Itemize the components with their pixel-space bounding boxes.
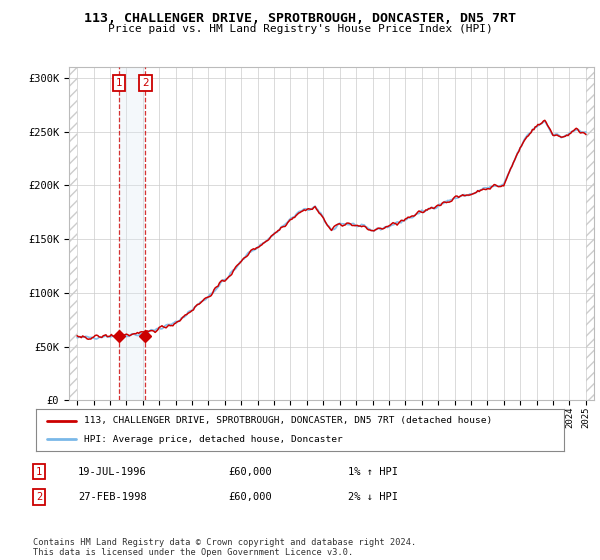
Text: 27-FEB-1998: 27-FEB-1998 xyxy=(78,492,147,502)
Text: 1% ↑ HPI: 1% ↑ HPI xyxy=(348,466,398,477)
Text: 2: 2 xyxy=(142,78,149,88)
Text: 19-JUL-1996: 19-JUL-1996 xyxy=(78,466,147,477)
Bar xyxy=(586,67,594,400)
Text: 113, CHALLENGER DRIVE, SPROTBROUGH, DONCASTER, DN5 7RT: 113, CHALLENGER DRIVE, SPROTBROUGH, DONC… xyxy=(84,12,516,25)
Text: 1: 1 xyxy=(116,78,122,88)
Text: Price paid vs. HM Land Registry's House Price Index (HPI): Price paid vs. HM Land Registry's House … xyxy=(107,24,493,34)
Text: 113, CHALLENGER DRIVE, SPROTBROUGH, DONCASTER, DN5 7RT (detached house): 113, CHALLENGER DRIVE, SPROTBROUGH, DONC… xyxy=(83,416,492,425)
Text: Contains HM Land Registry data © Crown copyright and database right 2024.
This d: Contains HM Land Registry data © Crown c… xyxy=(33,538,416,557)
Bar xyxy=(69,67,77,400)
Text: £60,000: £60,000 xyxy=(228,466,272,477)
Text: HPI: Average price, detached house, Doncaster: HPI: Average price, detached house, Donc… xyxy=(83,435,342,444)
Text: 2% ↓ HPI: 2% ↓ HPI xyxy=(348,492,398,502)
Text: 1: 1 xyxy=(36,466,42,477)
Bar xyxy=(119,67,145,400)
Text: £60,000: £60,000 xyxy=(228,492,272,502)
Text: 2: 2 xyxy=(36,492,42,502)
